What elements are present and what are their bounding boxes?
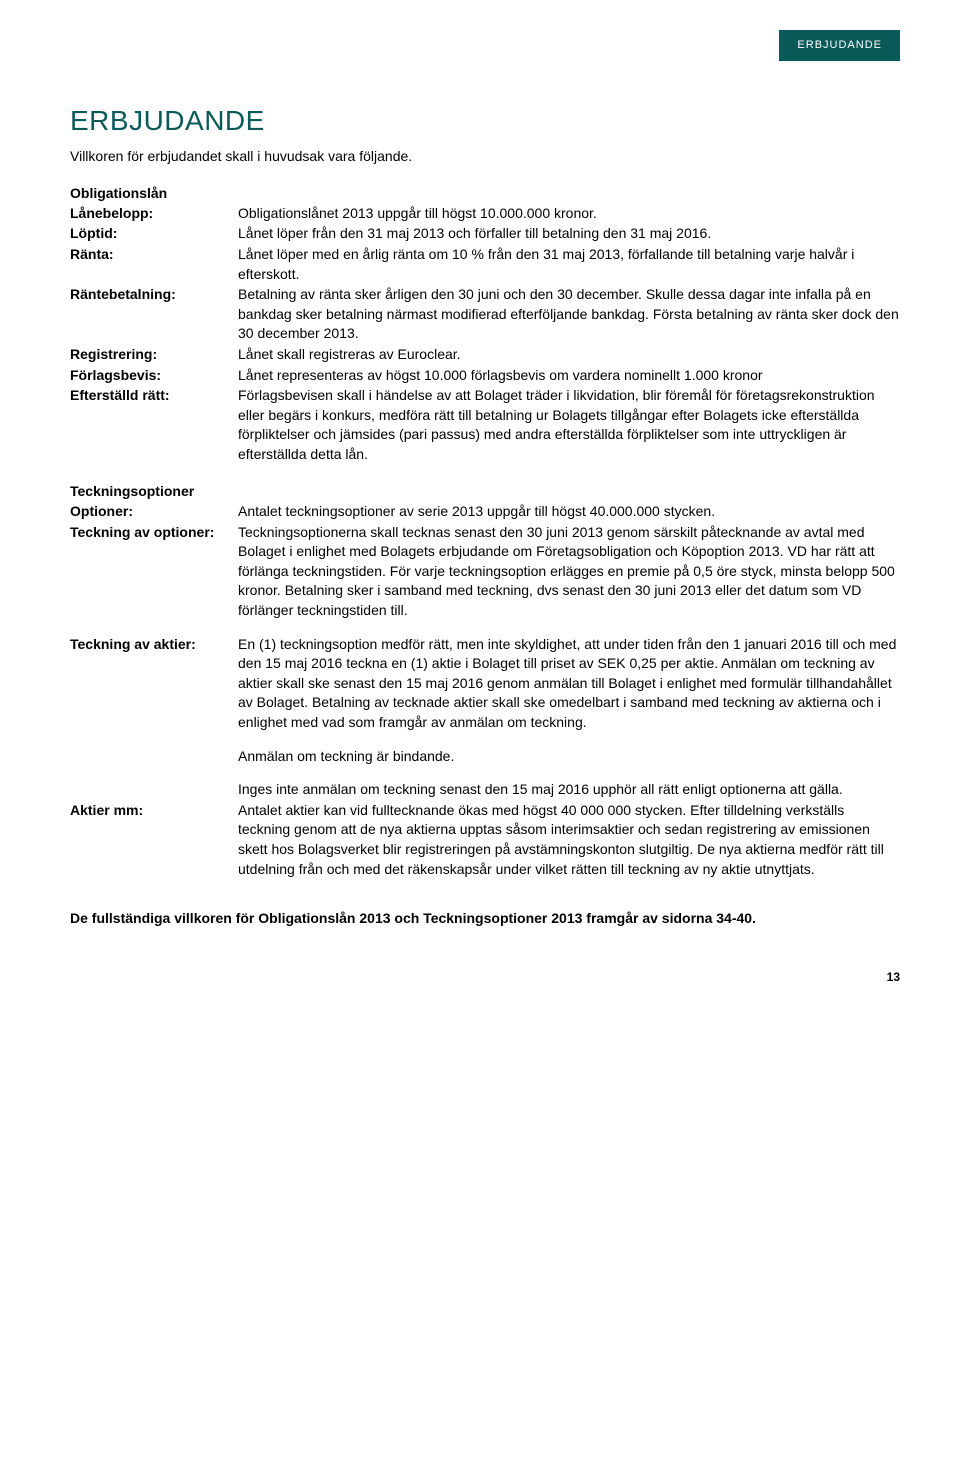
label-rantebetalning: Räntebetalning: [70, 285, 238, 344]
teckningsoptioner-section: Teckningsoptioner Optioner: Antalet teck… [70, 482, 900, 879]
value-aktier: Antalet aktier kan vid fulltecknande öka… [238, 801, 900, 879]
teckning-aktier-list: Teckning av aktier: En (1) teckningsopti… [70, 635, 900, 767]
teckning-list: Optioner: Antalet teckningsoptioner av s… [70, 502, 900, 621]
section-heading-obligation: Obligationslån [70, 184, 900, 204]
section-heading-teckning: Teckningsoptioner [70, 482, 900, 502]
value-loptid: Lånet löper från den 31 maj 2013 och för… [238, 224, 900, 244]
label-aktier: Aktier mm: [70, 801, 238, 879]
header-tab-container: ERBJUDANDE [70, 30, 900, 61]
header-tab: ERBJUDANDE [779, 30, 900, 61]
value-lanebelopp: Obligationslånet 2013 uppgår till högst … [238, 204, 900, 224]
value-registrering: Lånet skall registreras av Euroclear. [238, 345, 900, 365]
label-optioner: Optioner: [70, 502, 238, 522]
obligation-list: Lånebelopp: Obligationslånet 2013 uppgår… [70, 204, 900, 465]
label-registrering: Registrering: [70, 345, 238, 365]
value-efterstalld: Förlagsbevisen skall i händelse av att B… [238, 386, 900, 464]
intro-text: Villkoren för erbjudandet skall i huvuds… [70, 147, 900, 167]
obligation-section: Obligationslån Lånebelopp: Obligationslå… [70, 184, 900, 464]
value-optioner: Antalet teckningsoptioner av serie 2013 … [238, 502, 900, 522]
page-title: ERBJUDANDE [70, 101, 900, 140]
label-teckning-aktier: Teckning av aktier: [70, 635, 238, 767]
page-number: 13 [70, 969, 900, 986]
value-teckning-aktier: En (1) teckningsoption medför rätt, men … [238, 635, 900, 767]
label-ranta: Ränta: [70, 245, 238, 284]
label-efterstalld: Efterställd rätt: [70, 386, 238, 464]
label-forlagsbevis: Förlagsbevis: [70, 366, 238, 386]
inges-text: Inges inte anmälan om teckning senast de… [238, 780, 900, 800]
aktier-list: Inges inte anmälan om teckning senast de… [70, 780, 900, 879]
value-ranta: Lånet löper med en årlig ränta om 10 % f… [238, 245, 900, 284]
value-teckning-optioner: Teckningsoptionerna skall tecknas senast… [238, 523, 900, 621]
bindande-text: Anmälan om teckning är bindande. [238, 747, 900, 767]
value-rantebetalning: Betalning av ränta sker årligen den 30 j… [238, 285, 900, 344]
label-loptid: Löptid: [70, 224, 238, 244]
footer-reference: De fullständiga villkoren för Obligation… [70, 909, 900, 929]
value-forlagsbevis: Lånet representeras av högst 10.000 förl… [238, 366, 900, 386]
spacer [70, 780, 238, 800]
label-teckning-optioner: Teckning av optioner: [70, 523, 238, 621]
label-lanebelopp: Lånebelopp: [70, 204, 238, 224]
teckning-aktier-text: En (1) teckningsoption medför rätt, men … [238, 636, 896, 730]
